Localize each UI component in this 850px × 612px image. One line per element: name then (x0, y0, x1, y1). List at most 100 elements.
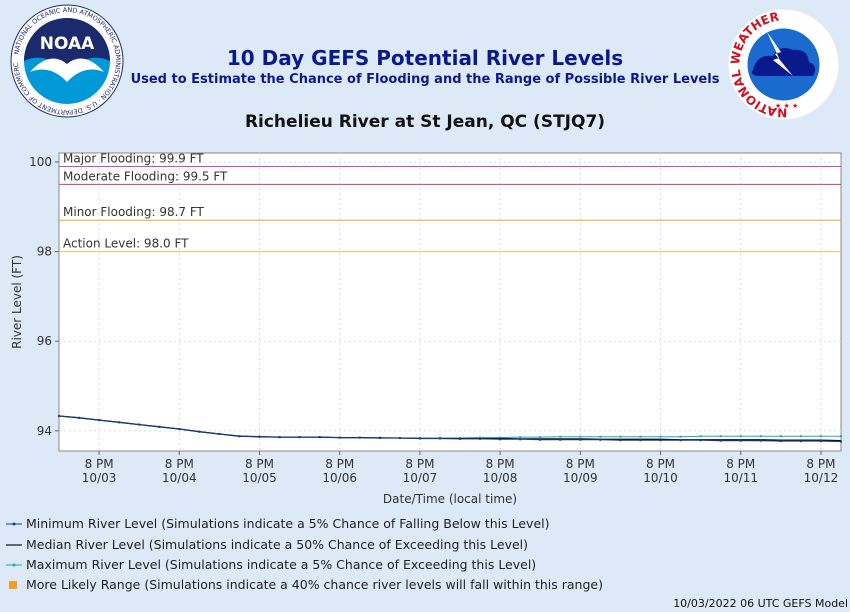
maximum-river-level-point (499, 436, 502, 439)
x-tick-label-date: 10/03 (82, 471, 117, 485)
minimum-river-level-point (759, 439, 762, 442)
maximum-river-level-point (819, 435, 822, 438)
maximum-river-level-point (779, 435, 782, 438)
threshold-label: Action Level: 98.0 FT (63, 237, 189, 251)
x-tick-label-date: 10/07 (403, 471, 438, 485)
minimum-river-level-point (579, 438, 582, 441)
minimum-river-level-point (138, 423, 141, 426)
x-tick-label-time: 8 PM (566, 457, 595, 471)
legend-label-median: Median River Level (Simulations indicate… (26, 537, 529, 552)
chart-subtitle: Used to Estimate the Chance of Flooding … (130, 72, 720, 87)
x-tick-label-date: 10/12 (804, 471, 839, 485)
x-tick-label-date: 10/05 (242, 471, 277, 485)
maximum-river-level-point (799, 435, 802, 438)
minimum-river-level-point (599, 438, 602, 441)
range-swatch (9, 580, 17, 589)
x-tick-label-time: 8 PM (325, 457, 354, 471)
nws-logo: NATIONAL WEATHER SERVICE ★ ★ ★ (727, 9, 839, 121)
minimum-river-level-line (58, 415, 842, 443)
chart-title: 10 Day GEFS Potential River Levels (226, 46, 624, 70)
legend-label-range: More Likely Range (Simulations indicate … (26, 577, 603, 592)
legend-item-range: More Likely Range (Simulations indicate … (6, 577, 603, 592)
minimum-river-level-point (519, 438, 522, 441)
minimum-river-level-point (539, 438, 542, 441)
minimum-river-level-point (78, 416, 81, 419)
maximum-river-level-point (599, 435, 602, 438)
maximum-river-level-point (840, 435, 842, 438)
x-tick-label-time: 8 PM (245, 457, 274, 471)
minimum-river-level-point (118, 421, 121, 424)
x-tick-label-date: 10/11 (723, 471, 758, 485)
noaa-logo: NATIONAL OCEANIC AND ATMOSPHERIC ADMINIS… (10, 4, 124, 118)
minimum-river-level-point (358, 436, 361, 439)
y-tick-label: 100 (29, 155, 52, 169)
minimum-river-level-point (338, 436, 341, 439)
median-line-swatch (6, 543, 22, 546)
y-tick-label: 94 (37, 424, 52, 438)
legend-item-median: Median River Level (Simulations indicate… (6, 537, 528, 552)
minimum-river-level-point (719, 439, 722, 442)
x-tick-label-date: 10/04 (162, 471, 197, 485)
minimum-river-level-point (639, 439, 642, 442)
x-tick-label-date: 10/09 (563, 471, 598, 485)
minimum-river-level-point (619, 439, 622, 442)
minimum-river-level-point (559, 438, 562, 441)
x-tick-label-time: 8 PM (486, 457, 515, 471)
minimum-river-level-point (840, 440, 842, 443)
noaa-logo-text: NOAA (40, 34, 95, 54)
threshold-label: Major Flooding: 99.9 FT (63, 151, 204, 165)
maximum-river-level-point (559, 435, 562, 438)
minimum-river-level-point (378, 437, 381, 440)
x-tick-label-time: 8 PM (806, 457, 835, 471)
hydrograph-chart: Major Flooding: 99.9 FT Moderate Flooding… (10, 151, 842, 506)
threshold-label: Moderate Flooding: 99.5 FT (63, 169, 228, 183)
minimum-river-level-point (58, 415, 60, 418)
minimum-river-level-point (398, 437, 401, 440)
x-tick-label-date: 10/10 (643, 471, 678, 485)
minimum-river-level-point (298, 436, 301, 439)
x-tick-label-date: 10/06 (322, 471, 357, 485)
minimum-river-level-point (238, 435, 241, 438)
maximum-line-swatch (6, 563, 22, 566)
y-axis-label: River Level (FT) (10, 255, 24, 349)
station-title: Richelieu River at St Jean, QC (STJQ7) (244, 112, 606, 132)
y-tick-label: 96 (37, 334, 52, 348)
minimum-river-level-point (198, 430, 201, 433)
x-tick-label-time: 8 PM (646, 457, 675, 471)
maximum-river-level-point (619, 435, 622, 438)
plot-area (58, 152, 842, 452)
minimum-river-level-point (218, 432, 221, 435)
x-tick-label-date: 10/08 (483, 471, 518, 485)
x-tick-label-time: 8 PM (726, 457, 755, 471)
minimum-river-level-point (779, 440, 782, 443)
minimum-river-level-point (699, 439, 702, 442)
minimum-river-level-point (98, 419, 101, 422)
maximum-river-level-point (579, 435, 582, 438)
maximum-river-level-point (659, 435, 662, 438)
x-tick-label-time: 8 PM (405, 457, 434, 471)
maximum-river-level-point (519, 436, 522, 439)
maximum-river-level-point (479, 436, 482, 439)
minimum-river-level-point (258, 435, 261, 438)
minimum-line-swatch (6, 522, 22, 525)
maximum-river-level-point (719, 435, 722, 438)
x-tick-label-time: 8 PM (165, 457, 194, 471)
minimum-river-level-point (739, 439, 742, 442)
minimum-river-level-point (318, 436, 321, 439)
minimum-river-level-point (459, 437, 462, 440)
maximum-river-level-point (679, 435, 682, 438)
svg-text:★ ★ ★: ★ ★ ★ (775, 102, 798, 110)
maximum-river-level-point (539, 436, 542, 439)
minimum-river-level-point (158, 425, 161, 428)
minimum-river-level-point (278, 436, 281, 439)
minimum-river-level-point (499, 438, 502, 441)
minimum-river-level-point (819, 440, 822, 443)
maximum-river-level-point (739, 435, 742, 438)
minimum-river-level-point (659, 439, 662, 442)
legend-label-maximum: Maximum River Level (Simulations indicat… (26, 557, 537, 572)
model-run-footer: 10/03/2022 06 UTC GEFS Model (673, 597, 848, 610)
legend-label-minimum: Minimum River Level (Simulations indicat… (26, 516, 550, 531)
y-tick-label: 98 (37, 245, 52, 259)
minimum-river-level-point (799, 440, 802, 443)
minimum-river-level-point (418, 437, 421, 440)
